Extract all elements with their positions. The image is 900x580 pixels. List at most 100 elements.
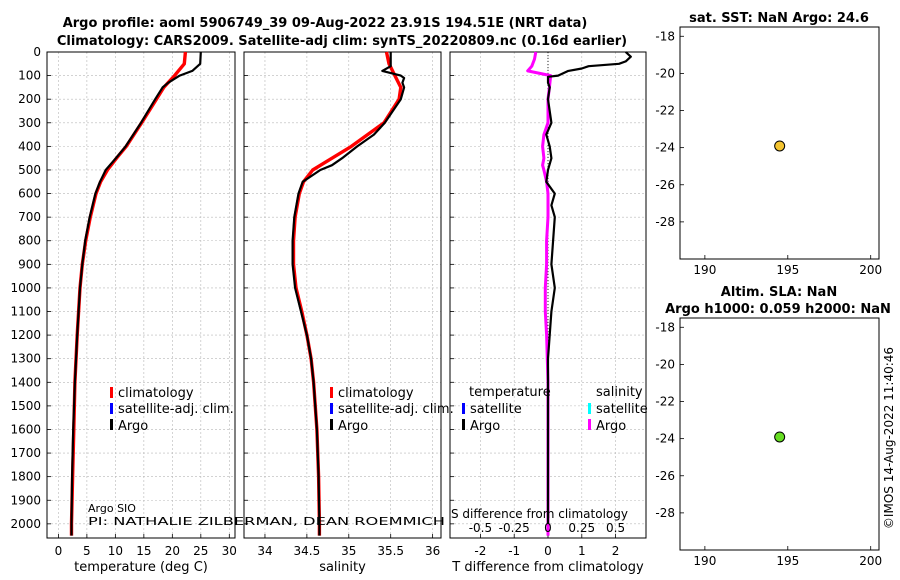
legend-sal-satellite-label: satellite (596, 402, 648, 417)
sst-map-panel: -18 -20 -22 -24 -26 -28 190 195 200 (655, 26, 882, 277)
title-line-1: Argo profile: aoml 5906749_39 09-Aug-202… (63, 16, 588, 31)
legend-sal-satellite-swatch (588, 403, 591, 414)
y-tick-label: 1200 (10, 328, 41, 342)
x-tick-label: 30 (222, 544, 237, 558)
argo-location-marker (774, 431, 786, 443)
imos-timestamp: ©IMOS 14-Aug-2022 11:40:46 (882, 347, 896, 529)
legend-temp-satellite-swatch (462, 403, 465, 414)
legend-temp-argo-label: Argo (470, 419, 500, 434)
salinity-diff-tick-label: 0.5 (606, 521, 625, 535)
temperature-argo-line (70, 51, 202, 536)
legend-satellite-swatch (110, 403, 113, 414)
x-axis-label: salinity (319, 560, 366, 575)
lat-tick-label: -18 (655, 29, 675, 43)
x-tick-label: 36 (425, 544, 440, 558)
lat-tick-label: -24 (655, 432, 675, 446)
lon-tick-label: 195 (776, 554, 799, 568)
y-tick-label: 1900 (10, 493, 41, 507)
y-tick-label: 1300 (10, 352, 41, 366)
lat-tick-label: -24 (655, 141, 675, 155)
y-tick-label: 900 (18, 257, 41, 271)
lon-tick-label: 190 (693, 263, 716, 277)
y-tick-label: 200 (18, 92, 41, 106)
temperature-climatology-line (69, 51, 188, 536)
lat-tick-label: -22 (655, 395, 675, 409)
sst-map-title: sat. SST: NaN Argo: 24.6 (689, 11, 869, 26)
x-tick-label: 1 (578, 544, 586, 558)
difference-legend: temperature salinity satellite Argo sate… (462, 385, 648, 434)
lat-tick-label: -26 (655, 469, 675, 483)
lat-tick-label: -28 (655, 506, 675, 520)
x-tick-label: 5 (83, 544, 91, 558)
panel-frame (243, 51, 442, 539)
lon-tick-label: 200 (859, 554, 882, 568)
pi-name: PI: NATHALIE ZILBERMAN, DEAN ROEMMICH (88, 515, 445, 528)
x-tick-label: 0 (55, 544, 63, 558)
x-tick-label: 25 (193, 544, 208, 558)
legend-argo-swatch (330, 419, 333, 430)
y-tick-label: 1600 (10, 422, 41, 436)
x-tick-label: 10 (108, 544, 123, 558)
legend-temp-satellite-label: satellite (470, 402, 522, 417)
lat-tick-label: -28 (655, 215, 675, 229)
y-tick-label: 600 (18, 187, 41, 201)
x-tick-label: 34 (257, 544, 272, 558)
temperature-panel: 0100200300400500600700800900100011001200… (10, 45, 236, 575)
y-tick-label: 300 (18, 116, 41, 130)
lat-tick-label: -22 (655, 104, 675, 118)
legend-satellite-label: satellite-adj. clim. (338, 402, 454, 417)
x-axis-label: temperature (deg C) (74, 560, 208, 575)
x-tick-label: 34.5 (294, 544, 321, 558)
x-tick-label: -2 (474, 544, 486, 558)
lon-tick-label: 190 (693, 554, 716, 568)
x-tick-label: 2 (612, 544, 620, 558)
legend-temperature-head: temperature (469, 385, 551, 400)
y-tick-label: 1800 (10, 470, 41, 484)
legend-sal-argo-label: Argo (596, 419, 626, 434)
y-tick-label: 1500 (10, 399, 41, 413)
panel-frame (46, 51, 236, 539)
lat-tick-label: -18 (655, 320, 675, 334)
lat-tick-label: -26 (655, 178, 675, 192)
legend-climatology-swatch (330, 387, 333, 398)
x-tick-label: 35 (341, 544, 356, 558)
salinity-diff-tick-label: 0.25 (568, 521, 595, 535)
salinity-diff-tick-label: -0.5 (469, 521, 492, 535)
sla-map-panel: -18 -20 -22 -24 -26 -28 190 195 200 (655, 317, 882, 568)
x-tick-label: 20 (165, 544, 180, 558)
salinity-argo-line (291, 52, 406, 536)
x-tick-label: 0 (544, 544, 552, 558)
lon-tick-label: 200 (859, 263, 882, 277)
legend-argo-swatch (110, 419, 113, 430)
salinity-diff-axis-label: S difference from climatology (451, 507, 628, 521)
salinity-panel: 34 34.5 35 35.5 36 salinity (243, 51, 442, 575)
y-tick-label: 100 (18, 69, 41, 83)
x-axis-label: T difference from climatology (451, 560, 644, 575)
sla-map-title-1: Altim. SLA: NaN (721, 285, 837, 300)
y-tick-label: 1100 (10, 305, 41, 319)
difference-panel: -2 -1 0 1 2 T difference from climatology (449, 51, 647, 575)
sla-map-title-2: Argo h1000: 0.059 h2000: NaN (665, 302, 891, 317)
y-tick-label: 1000 (10, 281, 41, 295)
y-tick-label: 2000 (10, 517, 41, 531)
y-tick-label: 800 (18, 234, 41, 248)
title-line-2: Climatology: CARS2009. Satellite-adj cli… (57, 34, 627, 49)
legend-salinity-head: salinity (596, 385, 643, 400)
temperature-diff-argo-line (545, 51, 632, 524)
lat-tick-label: -20 (655, 357, 675, 371)
temperature-legend: climatology satellite-adj. clim. Argo (110, 386, 234, 434)
y-tick-label: 1400 (10, 375, 41, 389)
x-tick-label: 15 (136, 544, 151, 558)
argo-location-marker (774, 140, 786, 152)
legend-climatology-label: climatology (338, 386, 414, 401)
legend-climatology-label: climatology (118, 386, 194, 401)
salinity-legend: climatology satellite-adj. clim. Argo (330, 386, 454, 434)
legend-temp-argo-swatch (462, 419, 465, 430)
legend-satellite-swatch (330, 403, 333, 414)
lat-tick-label: -20 (655, 66, 675, 80)
salinity-diff-tick-label: 0 (544, 521, 552, 535)
legend-argo-label: Argo (118, 419, 148, 434)
y-tick-label: 0 (33, 45, 41, 59)
lon-tick-label: 195 (776, 263, 799, 277)
